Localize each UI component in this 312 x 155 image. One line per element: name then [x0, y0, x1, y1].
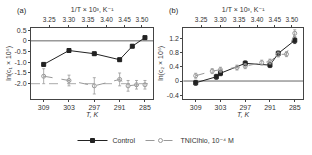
svg-text:309: 309	[38, 104, 50, 111]
svg-text:0.8: 0.8	[169, 49, 179, 56]
svg-text:3.25: 3.25	[43, 16, 56, 23]
svg-text:-0.5: -0.5	[15, 48, 27, 55]
svg-text:3.30: 3.30	[63, 16, 76, 23]
svg-text:-0.4: -0.4	[167, 92, 179, 99]
svg-text:-2.0: -2.0	[15, 80, 27, 87]
svg-text:0: 0	[23, 37, 27, 44]
svg-text:3.35: 3.35	[233, 16, 246, 23]
svg-text:3.35: 3.35	[82, 16, 95, 23]
svg-text:291: 291	[114, 104, 126, 111]
svg-text:1.2: 1.2	[169, 35, 179, 42]
svg-text:3.40: 3.40	[100, 16, 113, 23]
svg-text:285: 285	[289, 104, 301, 111]
svg-text:3.50: 3.50	[136, 16, 149, 23]
svg-text:ln(c₁ × 10⁶): ln(c₁ × 10⁶)	[5, 46, 13, 81]
svg-text:T, K: T, K	[237, 111, 250, 118]
svg-text:297: 297	[239, 104, 251, 111]
svg-text:-1.0: -1.0	[15, 59, 27, 66]
svg-text:3.50: 3.50	[285, 16, 298, 23]
svg-text:(a): (a)	[17, 6, 27, 15]
svg-text:-1.5: -1.5	[15, 69, 27, 76]
svg-text:3.30: 3.30	[214, 16, 227, 23]
svg-text:309: 309	[190, 104, 202, 111]
svg-text:3.25: 3.25	[195, 16, 208, 23]
svg-text:3.45: 3.45	[118, 16, 131, 23]
svg-text:3.40: 3.40	[251, 16, 264, 23]
svg-text:291: 291	[264, 104, 276, 111]
svg-text:0.4: 0.4	[169, 63, 179, 70]
svg-text:T, K: T, K	[86, 111, 99, 118]
svg-text:303: 303	[215, 104, 227, 111]
svg-text:Control: Control	[113, 137, 136, 144]
svg-text:297: 297	[88, 104, 100, 111]
svg-text:0.5: 0.5	[17, 27, 27, 34]
svg-text:(b): (b)	[169, 6, 179, 15]
svg-text:285: 285	[139, 104, 151, 111]
svg-text:303: 303	[63, 104, 75, 111]
svg-text:TNIClhio, 10⁻⁴ M: TNIClhio, 10⁻⁴ M	[181, 137, 235, 144]
svg-text:1/T × 10³, K⁻¹: 1/T × 10³, K⁻¹	[222, 6, 265, 13]
svg-text:1/T × 10³, K⁻¹: 1/T × 10³, K⁻¹	[71, 6, 114, 13]
svg-text:3.45: 3.45	[268, 16, 281, 23]
svg-text:0: 0	[175, 77, 179, 84]
svg-text:ln(c₂ × 10⁶): ln(c₂ × 10⁶)	[157, 46, 165, 81]
